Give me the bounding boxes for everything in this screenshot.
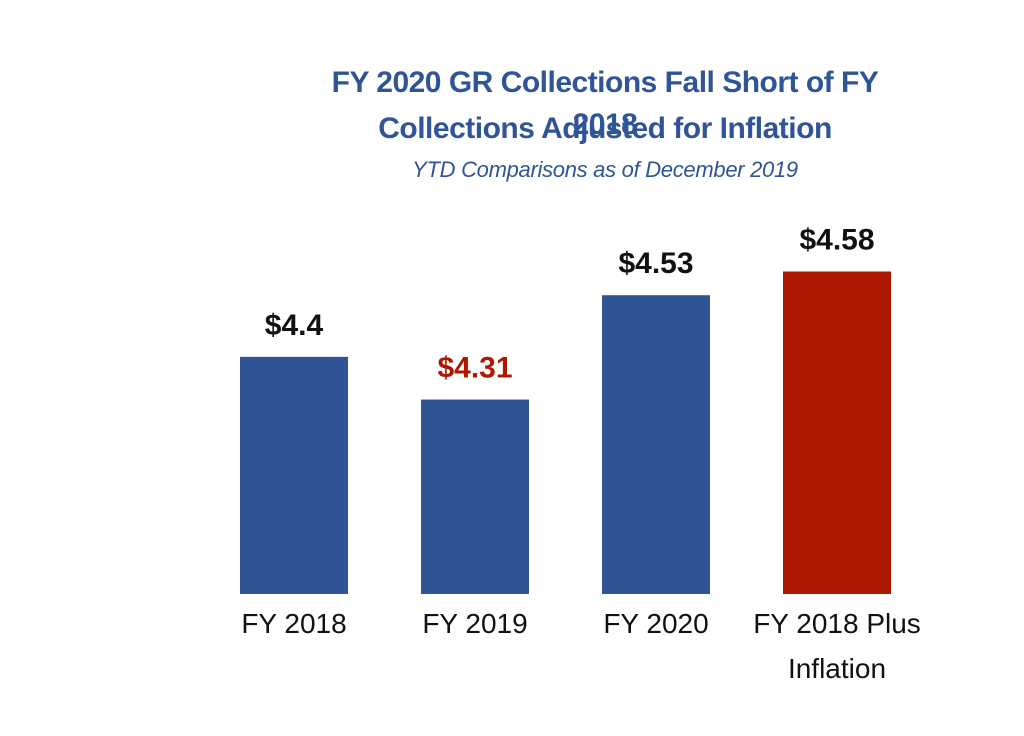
- bar-value-label: $4.4: [265, 309, 324, 342]
- bar-value-label: $4.31: [437, 352, 512, 385]
- category-label: FY 2018: [241, 608, 346, 639]
- chart-title-line-1: FY 2020 GR Collections Fall Short of FY …: [331, 66, 879, 141]
- bar-value-label: $4.58: [799, 223, 874, 256]
- category-label: Inflation: [788, 653, 886, 684]
- chart-title-line-2: Collections Adjusted for Inflation: [378, 112, 832, 145]
- chart-subtitle: YTD Comparisons as of December 2019: [412, 157, 798, 182]
- category-label: FY 2020: [603, 608, 708, 639]
- bar: [240, 356, 348, 594]
- category-label: FY 2019: [422, 608, 527, 639]
- category-label: FY 2018 Plus: [753, 608, 921, 639]
- bar: [602, 295, 710, 594]
- bar-value-label: $4.53: [618, 247, 693, 280]
- bar: [783, 271, 891, 594]
- bar: [421, 399, 529, 594]
